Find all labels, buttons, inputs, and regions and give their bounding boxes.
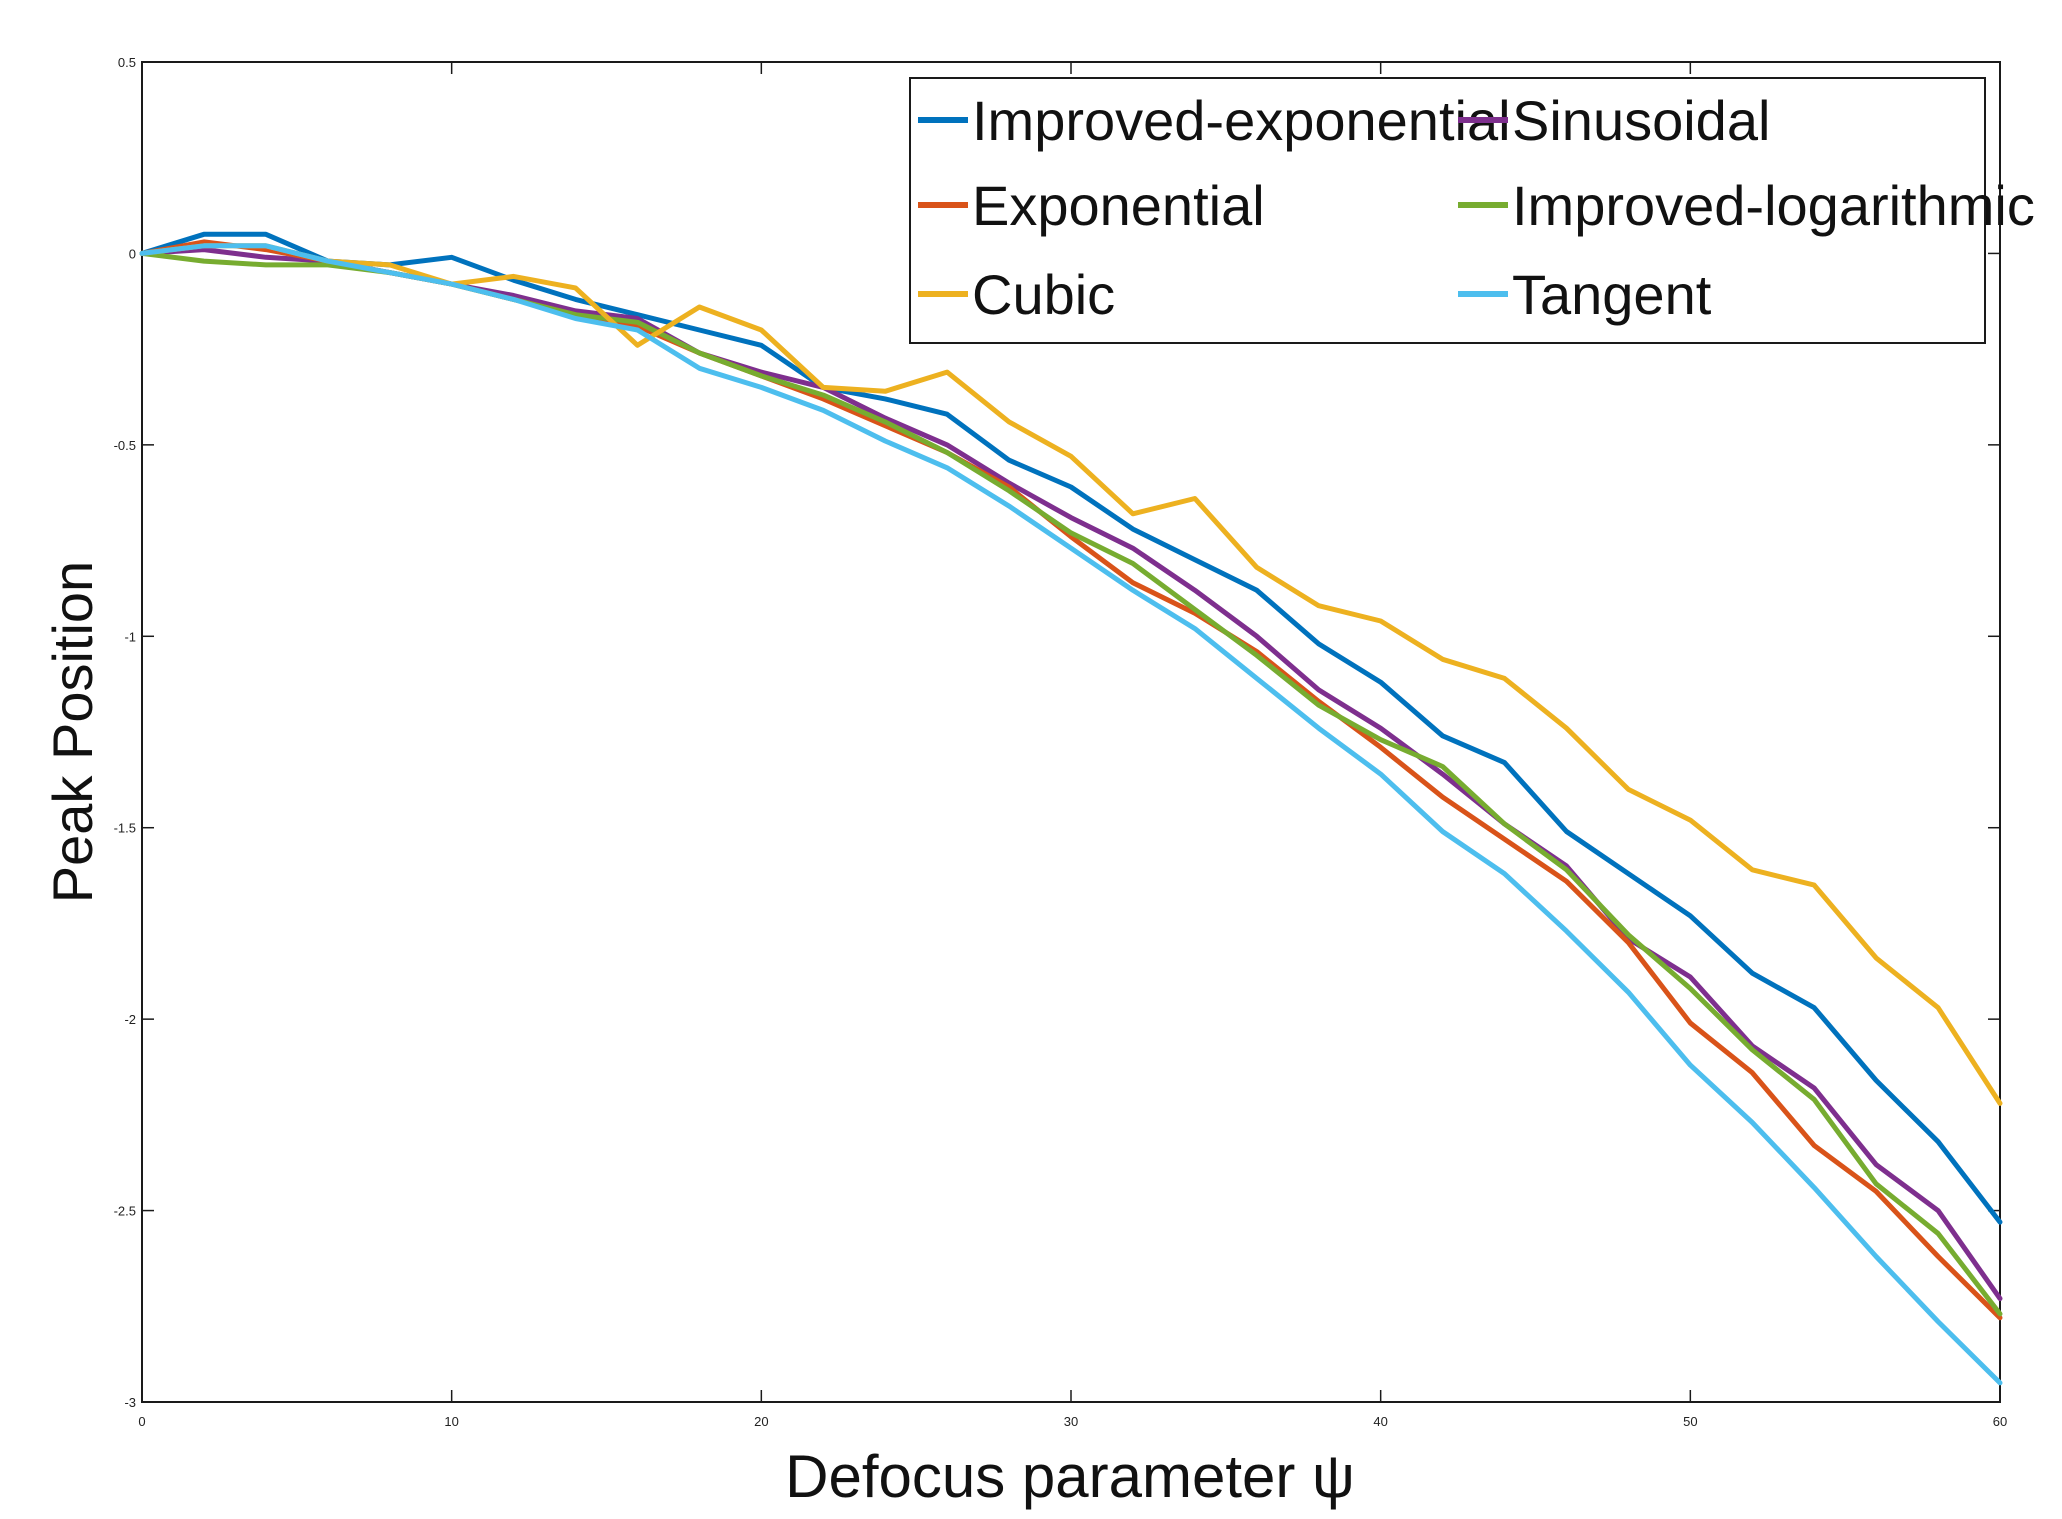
legend-label-sinusoidal: Sinusoidal — [1512, 89, 1770, 152]
series-line-tangent — [139, 243, 2003, 1386]
series-line-improved-exponential — [139, 231, 2003, 1225]
x-axis-title: Defocus parameter ψ — [785, 1443, 1355, 1510]
x-tick-label: 50 — [1683, 1414, 1697, 1429]
x-tick-label: 40 — [1373, 1414, 1387, 1429]
x-tick-label: 60 — [1993, 1414, 2007, 1429]
x-tick-label: 0 — [138, 1414, 145, 1429]
axis-ticks: 0 10 20 30 40 50 60 0.5 0 -0.5 -1 -1.5 -2 -2.5 -3 — [114, 55, 2008, 1429]
legend-label-exponential: Exponential — [972, 174, 1265, 237]
y-tick-label: 0 — [129, 246, 136, 261]
legend-label-improved-exponential: Improved-exponential — [972, 89, 1511, 152]
series-lines — [139, 231, 2003, 1386]
x-tick-label: 10 — [444, 1414, 458, 1429]
legend-items: Improved-exponential Sinusoidal Exponentia… — [918, 89, 2035, 326]
y-tick-label: 0.5 — [118, 55, 136, 70]
x-tick-label: 30 — [1064, 1414, 1078, 1429]
y-axis-title: Peak Position — [41, 561, 104, 903]
y-tick-label: -0.5 — [114, 438, 136, 453]
y-tick-label: -2.5 — [114, 1204, 136, 1219]
y-tick-label: -2 — [124, 1012, 136, 1027]
y-tick-label: -1.5 — [114, 821, 136, 836]
x-tick-label: 20 — [754, 1414, 768, 1429]
legend-label-cubic: Cubic — [972, 263, 1115, 326]
y-tick-label: -1 — [124, 629, 136, 644]
legend-label-improved-logarithmic: Improved-logarithmic — [1512, 174, 2035, 237]
legend: Improved-exponential Sinusoidal Exponentia… — [909, 77, 2035, 344]
legend-label-tangent: Tangent — [1512, 263, 1712, 326]
y-tick-label: -3 — [124, 1395, 136, 1410]
legend-box — [909, 77, 1986, 344]
